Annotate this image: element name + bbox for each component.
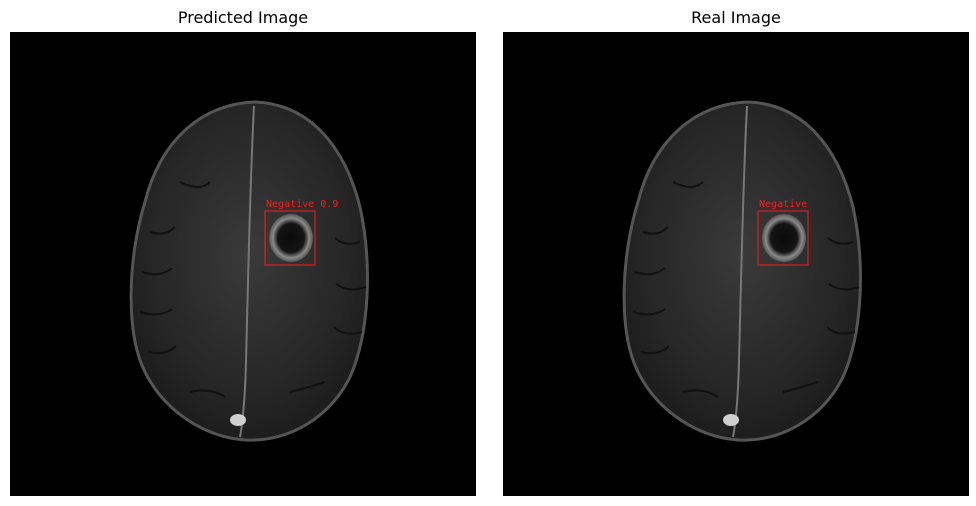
- midline-fissure: [732, 105, 748, 438]
- predicted-title: Predicted Image: [177, 8, 309, 27]
- tumor-lesion: [762, 214, 806, 262]
- gyri-folds: [139, 181, 367, 398]
- predicted-bbox-label: Negative 0.9: [266, 199, 338, 210]
- real-mri-scan: Negative: [503, 32, 969, 496]
- real-title: Real Image: [691, 8, 781, 27]
- predicted-panel: Predicted Image Negative 0.9: [10, 0, 476, 506]
- bright-spot: [723, 414, 739, 426]
- bright-spot: [230, 414, 246, 426]
- real-bbox-label: Negative: [759, 199, 807, 210]
- midline-fissure: [239, 105, 255, 438]
- real-bbox: [757, 210, 809, 266]
- gyri-folds: [632, 181, 860, 398]
- real-panel: Real Image Negative: [503, 0, 969, 506]
- predicted-mri-scan: Negative 0.9: [10, 32, 476, 496]
- tumor-lesion: [269, 214, 313, 262]
- predicted-bbox: [264, 210, 316, 266]
